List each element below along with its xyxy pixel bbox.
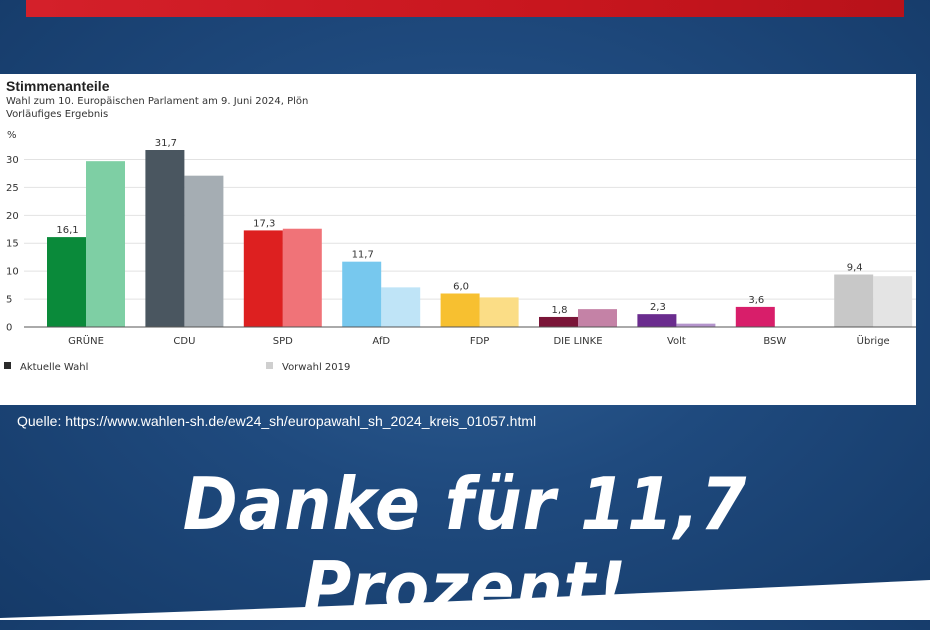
bar-vorwahl-2019 xyxy=(282,228,322,327)
bar-value-label: 31,7 xyxy=(155,138,177,149)
bar-value-label: 16,1 xyxy=(56,225,78,236)
x-tick-label: AfD xyxy=(372,336,390,347)
bar-vorwahl-2019 xyxy=(184,175,224,327)
bar-aktuelle-wahl xyxy=(735,306,775,327)
bar-value-label: 6,0 xyxy=(453,281,469,292)
bar-aktuelle-wahl xyxy=(834,274,874,327)
x-tick-label: GRÜNE xyxy=(68,334,104,347)
bar-aktuelle-wahl xyxy=(47,237,86,327)
bar-vorwahl-2019 xyxy=(578,309,617,327)
legend-swatch xyxy=(4,362,11,369)
bar-value-label: 9,4 xyxy=(847,263,863,274)
bar-aktuelle-wahl xyxy=(145,150,185,327)
bar-aktuelle-wahl xyxy=(539,316,578,327)
legend-swatch xyxy=(266,362,273,369)
bottom-swoosh xyxy=(0,580,930,620)
bar-aktuelle-wahl xyxy=(440,293,480,327)
y-tick-label: 5 xyxy=(6,295,12,306)
bar-chart: % 0 5 10 15 20 25 30 16,1 GRÜNE 31,7 CDU 17,3 SPD 11,7… xyxy=(4,130,916,373)
bar-value-label: 11,7 xyxy=(352,250,374,261)
bar-aktuelle-wahl xyxy=(243,230,283,327)
y-tick-label: 10 xyxy=(6,267,19,278)
bar-vorwahl-2019 xyxy=(381,287,421,327)
x-tick-label: CDU xyxy=(173,336,195,347)
chart-subtitle-2: Vorläufiges Ergebnis xyxy=(6,109,109,120)
legend-label: Vorwahl 2019 xyxy=(282,362,350,373)
bar-aktuelle-wahl xyxy=(342,261,382,327)
bar-value-label: 3,6 xyxy=(748,295,764,306)
bar-aktuelle-wahl xyxy=(637,314,677,327)
bar-vorwahl-2019 xyxy=(479,297,519,327)
bar-value-label: 1,8 xyxy=(552,305,568,316)
source-link[interactable]: Quelle: https://www.wahlen-sh.de/ew24_sh… xyxy=(17,413,537,429)
chart-subtitle: Wahl zum 10. Europäischen Parlament am 9… xyxy=(6,96,309,107)
bar-vorwahl-2019 xyxy=(86,161,125,327)
y-tick-label: 25 xyxy=(6,183,19,194)
y-axis-unit-label: % xyxy=(7,130,17,141)
chart-title: Stimmenanteile xyxy=(6,78,110,94)
y-tick-label: 0 xyxy=(6,323,12,334)
top-banner xyxy=(26,0,904,17)
bar-vorwahl-2019 xyxy=(676,323,716,327)
x-tick-label: FDP xyxy=(470,336,489,347)
x-tick-label: DIE LINKE xyxy=(553,336,602,347)
legend-label: Aktuelle Wahl xyxy=(20,362,88,373)
y-tick-label: 20 xyxy=(6,211,19,222)
y-tick-label: 15 xyxy=(6,239,19,250)
bar-value-label: 2,3 xyxy=(650,302,666,313)
bar-vorwahl-2019 xyxy=(873,276,913,327)
chart-panel: % 0 5 10 15 20 25 30 16,1 GRÜNE 31,7 CDU 17,3 SPD 11,7… xyxy=(0,74,916,405)
bar-value-label: 17,3 xyxy=(253,218,275,229)
y-tick-label: 30 xyxy=(6,155,19,166)
x-tick-label: Übrige xyxy=(857,334,890,347)
x-tick-label: Volt xyxy=(667,336,686,347)
x-tick-label: BSW xyxy=(763,336,786,347)
x-tick-label: SPD xyxy=(273,336,293,347)
